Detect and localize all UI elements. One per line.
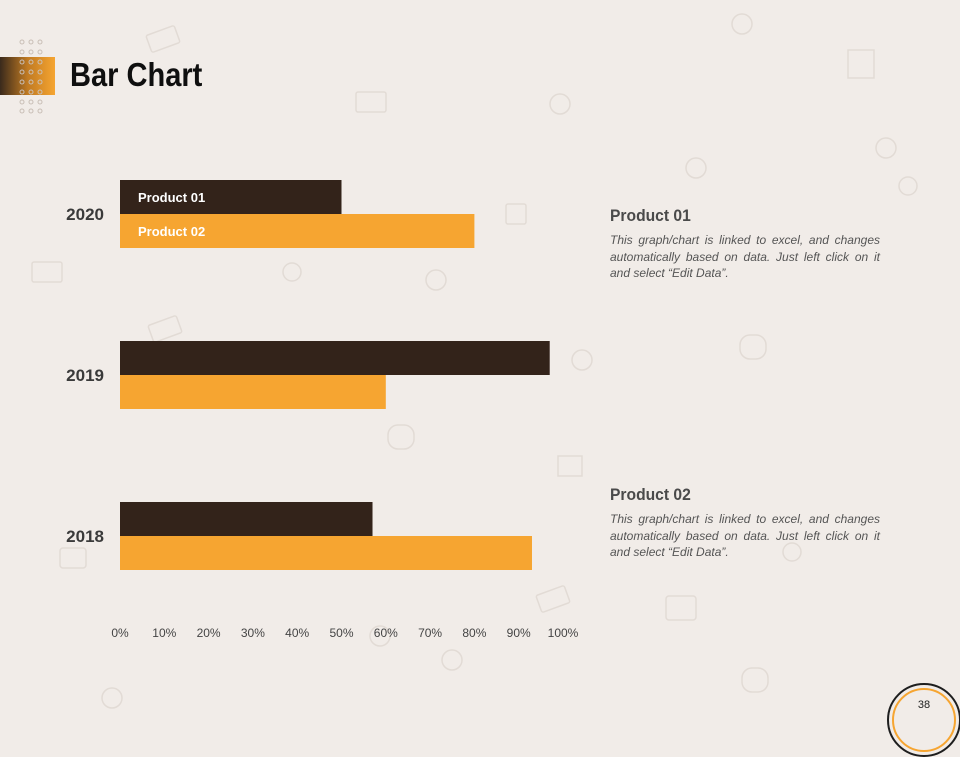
coin-icon [731,13,753,35]
gear-icon [282,262,302,282]
x-tick-label: 0% [111,626,129,640]
bar-product-01-2018 [120,502,373,536]
category-label: 2018 [66,527,104,546]
money-stack-icon [535,585,571,613]
bar-product-02-2020 [120,214,475,248]
card-icon [355,91,387,113]
note-product-01: Product 01 This graph/chart is linked to… [610,206,880,282]
note-text: This graph/chart is linked to excel, and… [610,233,880,280]
money-stack-icon [145,25,181,53]
coin-icon [549,93,571,115]
note-product-02: Product 02 This graph/chart is linked to… [610,485,880,561]
coin-icon [369,625,391,647]
legend-label: Product 01 [138,190,205,205]
x-tick-label: 90% [507,626,531,640]
x-tick-label: 40% [285,626,309,640]
page-title: Bar Chart [70,56,203,93]
coin-icon [685,157,707,179]
x-tick-label: 70% [418,626,442,640]
x-tick-label: 20% [197,626,221,640]
x-tick-label: 30% [241,626,265,640]
safe-icon [505,203,527,225]
page-number-ring [892,688,956,752]
page-number-badge [887,683,960,757]
coin-icon [875,137,897,159]
x-tick-label: 80% [462,626,486,640]
bar-product-02-2018 [120,536,532,570]
piggy-bank-icon [441,649,463,671]
piggy-bank-icon [898,176,918,196]
piggy-bank-icon [425,269,447,291]
money-bag-icon [387,424,415,450]
bar-product-01-2019 [120,341,550,375]
x-tick-label: 100% [548,626,579,640]
note-title: Product 02 [610,485,691,504]
money-bag-icon [739,334,767,360]
note-text: This graph/chart is linked to excel, and… [610,512,880,559]
coin-icon [782,542,802,562]
legend-label: Product 02 [138,224,205,239]
x-tick-label: 50% [329,626,353,640]
coin-icon [101,687,123,709]
chart-growth-icon [847,49,875,79]
note-title: Product 01 [610,206,691,225]
category-label: 2019 [66,366,104,385]
bar-chart: 2020 2019 2018 Product 01 Product 02 0% 10% 20%… [66,180,579,640]
money-bag-icon [741,667,769,693]
bar-product-02-2019 [120,375,386,409]
category-label: 2020 [66,205,104,224]
x-tick-label: 10% [152,626,176,640]
bank-icon [557,455,583,477]
dot-grid-decoration [19,39,43,114]
money-stack-icon [147,315,183,343]
page-number: 38 [917,699,931,711]
x-tick-label: 60% [374,626,398,640]
coins-pile-icon [59,547,87,569]
title-accent [0,57,55,95]
coins-pile-icon [665,595,697,621]
background-pattern [31,13,918,709]
card-icon [31,261,63,283]
coin-icon [571,349,593,371]
bar-product-01-2020 [120,180,342,214]
